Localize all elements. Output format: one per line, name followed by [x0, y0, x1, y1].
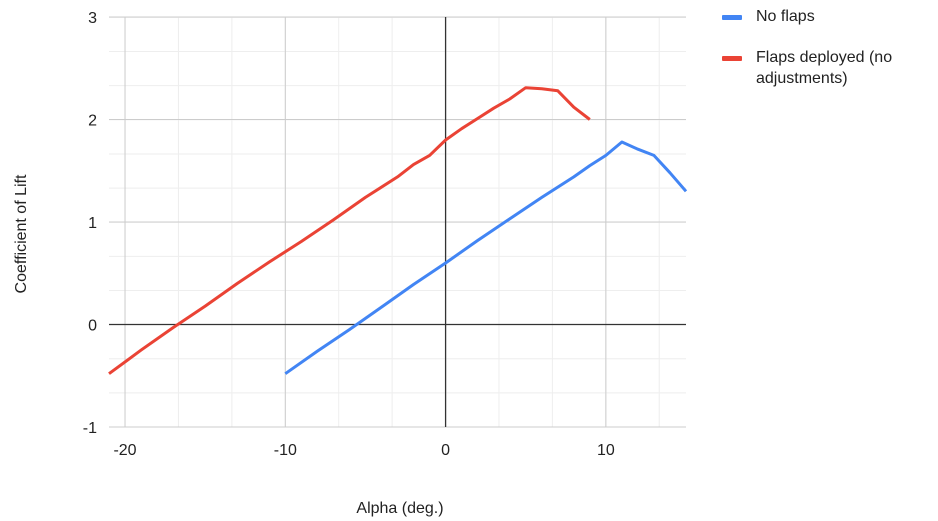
- y-tick-label: -1: [83, 420, 97, 437]
- y-tick-label: 2: [88, 113, 97, 130]
- major-gridlines: [109, 16, 686, 428]
- y-tick-label: 3: [88, 10, 97, 27]
- x-tick-labels: -20 -10 0 10: [113, 442, 614, 459]
- series-line-flaps-deployed: [108, 86, 591, 375]
- legend: No flaps Flaps deployed (no adjustments): [722, 6, 938, 109]
- legend-swatch-no-flaps: [722, 15, 742, 20]
- legend-item-flaps-deployed: Flaps deployed (no adjustments): [722, 47, 938, 89]
- x-tick-label: -20: [113, 442, 136, 459]
- series-line-no-flaps: [284, 140, 688, 375]
- x-tick-label: -10: [274, 442, 297, 459]
- y-tick-label: 1: [88, 215, 97, 232]
- legend-swatch-flaps-deployed: [722, 56, 742, 61]
- zero-axis-lines: [109, 17, 686, 427]
- legend-label-flaps-deployed: Flaps deployed (no adjustments): [756, 49, 893, 87]
- x-axis-title: Alpha (deg.): [356, 500, 443, 517]
- y-axis-title: Coefficient of Lift: [13, 174, 30, 293]
- y-tick-label: 0: [88, 318, 97, 335]
- y-tick-labels: -1 0 1 2 3: [83, 10, 97, 437]
- x-tick-label: 10: [597, 442, 615, 459]
- x-tick-label: 0: [441, 442, 450, 459]
- legend-item-no-flaps: No flaps: [722, 6, 938, 27]
- series-lines: [108, 86, 688, 375]
- legend-label-no-flaps: No flaps: [756, 8, 815, 25]
